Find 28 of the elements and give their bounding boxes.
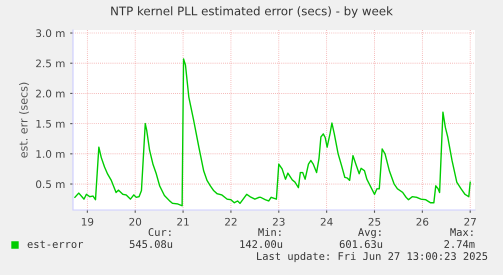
x-tick-label: 20	[129, 218, 142, 226]
y-tick-label: 1.0 m	[36, 150, 64, 158]
text: 545.08u	[130, 240, 172, 248]
y-tick-label: 2.0 m	[36, 90, 64, 98]
x-tick-label: 24	[320, 218, 333, 226]
text: Cur:	[148, 228, 170, 236]
x-tick-label: 21	[177, 218, 189, 226]
text: Avg:	[358, 228, 380, 238]
y-tick-label: 1.5 m	[36, 120, 64, 128]
text: Min:	[258, 228, 280, 236]
chart-title: NTP kernel PLL estimated error (secs) - by week	[111, 6, 393, 18]
x-tick-label: 26	[416, 218, 428, 226]
line-series	[74, 58, 471, 206]
text: Max:	[450, 228, 472, 236]
text: 2.74m	[444, 240, 475, 248]
y-tick-label: 2.5 m	[36, 59, 64, 68]
x-tick-label: 25	[368, 218, 380, 226]
x-tick-label: 27	[464, 218, 476, 226]
text: 142.00u	[240, 240, 282, 248]
x-tick-label: 23	[272, 218, 285, 226]
y-tick-label: 3.0 m	[36, 29, 64, 38]
text: Last update: Fri Jun 27 13:00:23 2025	[257, 252, 488, 262]
y-tick-label: 0.5 m	[36, 180, 64, 188]
text: 601.63u	[340, 240, 382, 248]
y-axis-title: est. err (secs)	[19, 82, 29, 158]
x-tick-label: 19	[82, 218, 94, 226]
legend-label: est-error	[28, 240, 84, 248]
x-tick-label: 22	[225, 218, 237, 226]
